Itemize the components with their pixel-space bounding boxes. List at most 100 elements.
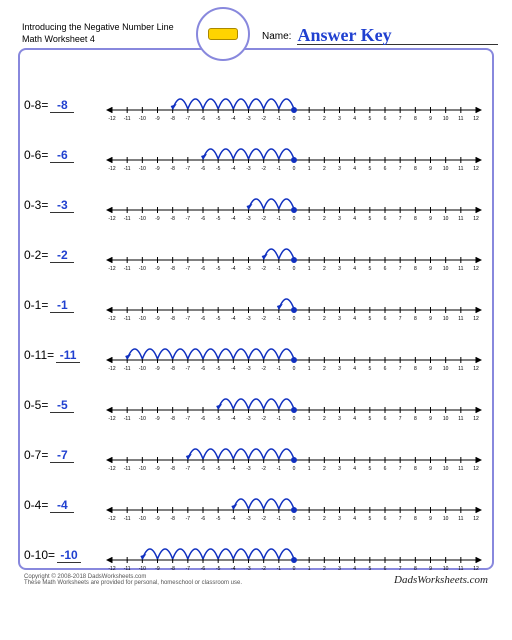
- svg-text:-12: -12: [108, 166, 115, 172]
- svg-text:11: 11: [458, 566, 463, 572]
- svg-text:9: 9: [429, 116, 432, 122]
- svg-text:2: 2: [323, 216, 326, 222]
- equation-lhs: 0-3=: [24, 198, 48, 212]
- svg-text:10: 10: [443, 466, 449, 472]
- svg-text:2: 2: [323, 316, 326, 322]
- svg-text:2: 2: [323, 466, 326, 472]
- svg-text:-6: -6: [201, 466, 206, 472]
- svg-text:2: 2: [323, 416, 326, 422]
- svg-text:9: 9: [429, 366, 432, 372]
- svg-text:1: 1: [308, 116, 311, 122]
- svg-text:-5: -5: [216, 566, 221, 572]
- svg-text:-1: -1: [277, 166, 282, 172]
- problem-row: 0-5=-5-12-11-10-9-8-7-6-5-4-3-2-10123456…: [24, 380, 488, 430]
- svg-text:0: 0: [293, 316, 296, 322]
- svg-text:6: 6: [384, 366, 387, 372]
- svg-text:-7: -7: [186, 316, 191, 322]
- svg-text:7: 7: [399, 366, 402, 372]
- svg-text:-8: -8: [170, 366, 175, 372]
- svg-text:-3: -3: [246, 516, 251, 522]
- svg-text:-11: -11: [124, 516, 131, 522]
- numberline-wrap: -12-11-10-9-8-7-6-5-4-3-2-10123456789101…: [104, 184, 488, 226]
- svg-text:12: 12: [473, 266, 479, 272]
- svg-text:-3: -3: [246, 416, 251, 422]
- svg-text:0: 0: [293, 266, 296, 272]
- svg-text:11: 11: [458, 516, 463, 522]
- equation-lhs: 0-7=: [24, 448, 48, 462]
- svg-text:-9: -9: [155, 166, 160, 172]
- svg-text:1: 1: [308, 466, 311, 472]
- svg-text:4: 4: [353, 366, 356, 372]
- svg-text:5: 5: [368, 216, 371, 222]
- svg-text:1: 1: [308, 516, 311, 522]
- svg-text:-10: -10: [139, 166, 146, 172]
- svg-text:2: 2: [323, 366, 326, 372]
- numberline-wrap: -12-11-10-9-8-7-6-5-4-3-2-10123456789101…: [104, 334, 488, 376]
- svg-text:8: 8: [414, 216, 417, 222]
- svg-text:8: 8: [414, 316, 417, 322]
- svg-text:8: 8: [414, 566, 417, 572]
- svg-text:11: 11: [458, 466, 463, 472]
- number-line: -12-11-10-9-8-7-6-5-4-3-2-10123456789101…: [104, 384, 484, 426]
- answer-key-text: Answer Key: [297, 25, 391, 45]
- svg-text:12: 12: [473, 316, 479, 322]
- svg-text:10: 10: [443, 266, 449, 272]
- equation: 0-7=-7: [24, 448, 104, 463]
- equation: 0-8=-8: [24, 98, 104, 113]
- svg-text:-2: -2: [261, 166, 266, 172]
- number-line: -12-11-10-9-8-7-6-5-4-3-2-10123456789101…: [104, 184, 484, 226]
- svg-text:9: 9: [429, 466, 432, 472]
- equation: 0-10=-10: [24, 548, 104, 563]
- eraser-badge: [196, 7, 250, 61]
- equation-lhs: 0-5=: [24, 398, 48, 412]
- svg-text:12: 12: [473, 216, 479, 222]
- svg-text:8: 8: [414, 166, 417, 172]
- svg-text:3: 3: [338, 166, 341, 172]
- svg-text:8: 8: [414, 416, 417, 422]
- svg-text:-11: -11: [124, 416, 131, 422]
- svg-text:-7: -7: [186, 216, 191, 222]
- svg-text:10: 10: [443, 316, 449, 322]
- svg-text:-2: -2: [261, 466, 266, 472]
- svg-text:6: 6: [384, 216, 387, 222]
- numberline-wrap: -12-11-10-9-8-7-6-5-4-3-2-10123456789101…: [104, 484, 488, 526]
- svg-text:6: 6: [384, 566, 387, 572]
- svg-text:7: 7: [399, 216, 402, 222]
- equation-lhs: 0-6=: [24, 148, 48, 162]
- footer-note: These Math Worksheets are provided for p…: [24, 580, 242, 586]
- svg-text:-6: -6: [201, 216, 206, 222]
- svg-text:-9: -9: [155, 116, 160, 122]
- svg-text:-4: -4: [231, 166, 236, 172]
- svg-text:4: 4: [353, 416, 356, 422]
- svg-text:-5: -5: [216, 116, 221, 122]
- problem-row: 0-1=-1-12-11-10-9-8-7-6-5-4-3-2-10123456…: [24, 280, 488, 330]
- svg-text:-1: -1: [277, 216, 282, 222]
- svg-text:-11: -11: [124, 466, 131, 472]
- svg-text:12: 12: [473, 166, 479, 172]
- svg-text:-7: -7: [186, 416, 191, 422]
- name-block: Name: Answer Key: [262, 23, 498, 45]
- equation-answer: -10: [57, 548, 81, 563]
- number-line: -12-11-10-9-8-7-6-5-4-3-2-10123456789101…: [104, 234, 484, 276]
- svg-text:-11: -11: [124, 266, 131, 272]
- svg-text:7: 7: [399, 416, 402, 422]
- equation: 0-11=-11: [24, 348, 104, 363]
- name-label: Name:: [262, 31, 291, 42]
- svg-text:-6: -6: [201, 116, 206, 122]
- problem-row: 0-11=-11-12-11-10-9-8-7-6-5-4-3-2-101234…: [24, 330, 488, 380]
- problem-row: 0-3=-3-12-11-10-9-8-7-6-5-4-3-2-10123456…: [24, 180, 488, 230]
- svg-text:3: 3: [338, 116, 341, 122]
- svg-text:7: 7: [399, 316, 402, 322]
- svg-text:1: 1: [308, 316, 311, 322]
- svg-text:-3: -3: [246, 466, 251, 472]
- svg-text:-3: -3: [246, 316, 251, 322]
- svg-text:9: 9: [429, 166, 432, 172]
- svg-text:1: 1: [308, 266, 311, 272]
- svg-text:2: 2: [323, 166, 326, 172]
- svg-text:-5: -5: [216, 216, 221, 222]
- svg-text:7: 7: [399, 166, 402, 172]
- svg-text:10: 10: [443, 116, 449, 122]
- svg-text:-1: -1: [277, 116, 282, 122]
- equation: 0-5=-5: [24, 398, 104, 413]
- svg-text:9: 9: [429, 416, 432, 422]
